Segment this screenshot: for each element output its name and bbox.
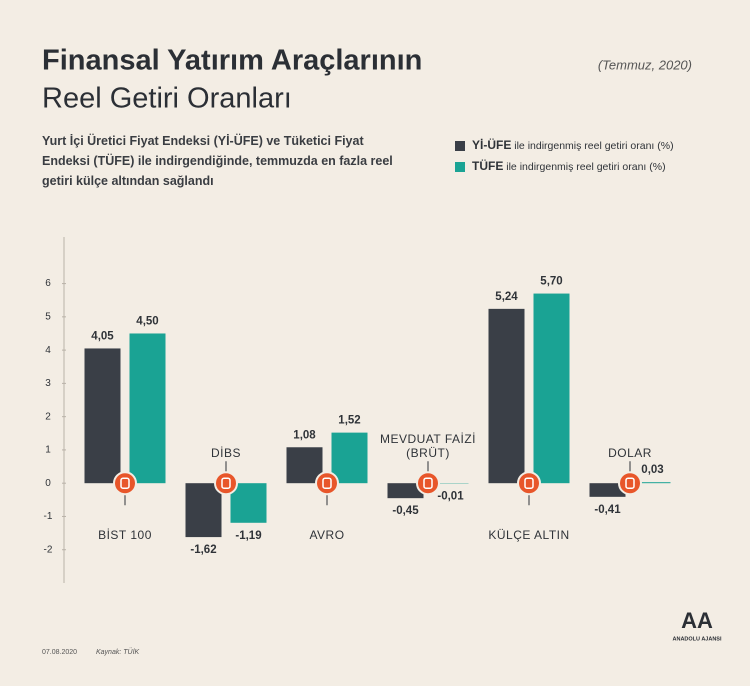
icon (315, 471, 339, 496)
bar (533, 293, 570, 484)
date-note: (Temmuz, 2020) (598, 57, 692, 72)
y-tick-label: 3 (45, 378, 51, 389)
icon (618, 471, 642, 496)
x-tick-label: BİST 100 (98, 528, 152, 543)
value-label: 4,50 (136, 316, 158, 328)
y-tick-label: 0 (45, 478, 51, 489)
bar (129, 333, 166, 484)
icon-glyph (423, 477, 433, 489)
y-tick-label: 2 (45, 411, 51, 422)
icon (517, 471, 541, 496)
value-label: -0,41 (594, 504, 621, 516)
legend-swatch (455, 141, 465, 151)
icon (416, 471, 440, 496)
y-tick-label: 1 (45, 445, 51, 456)
icon-glyph (625, 477, 635, 489)
icon-glyph (322, 477, 332, 489)
bar (331, 432, 368, 484)
y-tick-label: -1 (44, 511, 53, 522)
bar (488, 308, 525, 484)
legend-text: ile indirgenmiş reel getiri oranı (%) (506, 161, 665, 173)
value-label: -0,01 (437, 491, 464, 503)
bar (84, 348, 121, 484)
subtitle: Yurt İçi Üretici Fiyat Endeksi (Yİ-ÜFE) … (42, 134, 393, 188)
bar (634, 482, 671, 484)
logo-text: ANADOLU AJANSI (673, 636, 722, 642)
footer-date: 07.08.2020 (42, 649, 77, 656)
x-tick-label: AVRO (309, 528, 345, 543)
value-label: 4,05 (91, 330, 114, 342)
chart-title-line2: Reel Getiri Oranları (42, 83, 292, 115)
legend-text: ile indirgenmiş reel getiri oranı (%) (514, 140, 673, 152)
legend-name: TÜFE (472, 158, 503, 173)
icon (113, 471, 137, 496)
legend-entry: TÜFE ile indirgenmiş reel getiri oranı (… (472, 158, 666, 173)
value-label: -1,19 (235, 530, 261, 542)
value-label: -1,62 (190, 544, 216, 556)
bar (185, 483, 222, 538)
icon-glyph (120, 477, 130, 489)
icon (214, 471, 238, 496)
source: Kaynak: TÜİK (96, 648, 140, 656)
logo: AA (681, 608, 713, 633)
value-label: -0,45 (392, 505, 419, 517)
value-label: 0,03 (641, 464, 663, 476)
legend-name: Yİ-ÜFE (472, 137, 511, 152)
bar (286, 447, 323, 484)
icon-glyph (524, 477, 534, 489)
icon-glyph (221, 477, 231, 489)
bar (387, 483, 424, 499)
value-label: 5,70 (540, 276, 562, 288)
x-tick-label: DİBS (210, 446, 241, 461)
x-tick-label: MEVDUAT FAİZİ (BRÜT) (379, 432, 477, 461)
y-tick-label: -2 (44, 544, 53, 555)
bar (589, 483, 626, 497)
legend-swatch (455, 162, 465, 172)
x-tick-label: KÜLÇE ALTIN (488, 528, 570, 543)
value-label: 5,24 (495, 291, 518, 303)
y-tick-label: 5 (45, 311, 51, 322)
chart-title: Finansal Yatırım Araçlarının (42, 45, 422, 77)
y-tick-label: 6 (45, 278, 51, 289)
value-label: 1,52 (338, 415, 360, 427)
value-label: 1,08 (293, 429, 316, 441)
bar (230, 483, 267, 523)
legend-entry: Yİ-ÜFE ile indirgenmiş reel getiri oranı… (472, 137, 674, 152)
y-tick-label: 4 (45, 345, 51, 356)
x-tick-label: DOLAR (608, 446, 652, 461)
